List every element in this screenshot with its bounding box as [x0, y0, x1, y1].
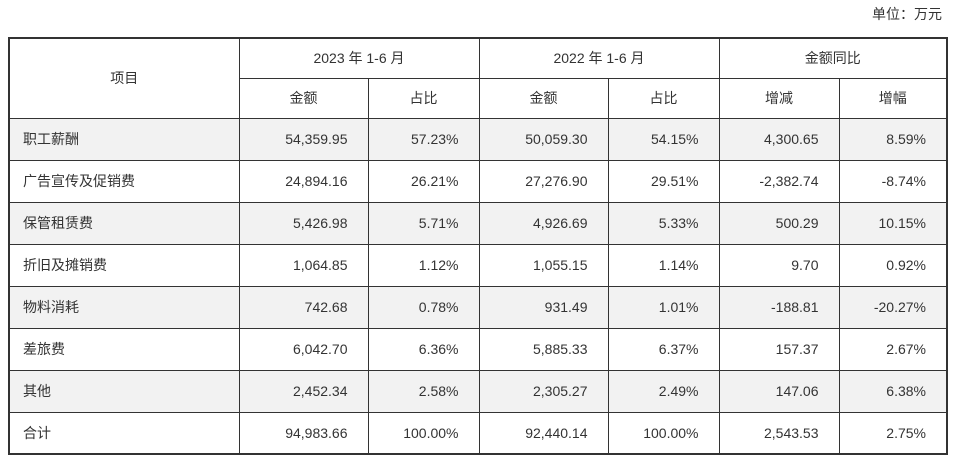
- amount-2022-cell: 4,926.69: [478, 201, 609, 245]
- unit-label: 单位：万元: [872, 6, 942, 22]
- change-cell: 4,300.65: [718, 117, 840, 161]
- item-cell: 折旧及摊销费: [8, 243, 240, 287]
- header-ratio-2023: 占比: [367, 77, 480, 119]
- amount-2023-cell: 742.68: [238, 285, 369, 329]
- ratio-2022-cell: 1.14%: [607, 243, 720, 287]
- ratio-2022-cell: 6.37%: [607, 327, 720, 371]
- change-cell: 147.06: [718, 369, 840, 413]
- header-group-2022: 2022 年 1-6 月: [478, 37, 720, 79]
- ratio-2022-cell: 29.51%: [607, 159, 720, 203]
- header-group-2023: 2023 年 1-6 月: [238, 37, 480, 79]
- amount-2023-cell: 6,042.70: [238, 327, 369, 371]
- change-cell: -188.81: [718, 285, 840, 329]
- rate-cell: 2.67%: [838, 327, 948, 371]
- change-cell: 2,543.53: [718, 411, 840, 455]
- amount-2023-cell: 1,064.85: [238, 243, 369, 287]
- amount-2023-cell: 5,426.98: [238, 201, 369, 245]
- ratio-2023-cell: 6.36%: [367, 327, 480, 371]
- table-row: 差旅费 6,042.70 6.36% 5,885.33 6.37% 157.37…: [8, 327, 948, 371]
- ratio-2023-cell: 1.12%: [367, 243, 480, 287]
- table-row: 保管租赁费 5,426.98 5.71% 4,926.69 5.33% 500.…: [8, 201, 948, 245]
- amount-2023-cell: 54,359.95: [238, 117, 369, 161]
- amount-2022-cell: 2,305.27: [478, 369, 609, 413]
- rate-cell: 6.38%: [838, 369, 948, 413]
- item-cell: 物料消耗: [8, 285, 240, 329]
- header-change: 增减: [718, 77, 840, 119]
- ratio-2022-cell: 2.49%: [607, 369, 720, 413]
- header-sub-row: 金额 占比 金额 占比 增减 增幅: [9, 77, 948, 119]
- rate-cell: -8.74%: [838, 159, 948, 203]
- item-cell: 职工薪酬: [8, 117, 240, 161]
- amount-2022-cell: 931.49: [478, 285, 609, 329]
- amount-2022-cell: 1,055.15: [478, 243, 609, 287]
- item-cell: 合计: [8, 411, 240, 455]
- rate-cell: 0.92%: [838, 243, 948, 287]
- amount-2022-cell: 50,059.30: [478, 117, 609, 161]
- ratio-2023-cell: 57.23%: [367, 117, 480, 161]
- table-row: 物料消耗 742.68 0.78% 931.49 1.01% -188.81 -…: [8, 285, 948, 329]
- rate-cell: 8.59%: [838, 117, 948, 161]
- amount-2022-cell: 92,440.14: [478, 411, 609, 455]
- item-cell: 保管租赁费: [8, 201, 240, 245]
- ratio-2022-cell: 1.01%: [607, 285, 720, 329]
- change-cell: 500.29: [718, 201, 840, 245]
- amount-2022-cell: 5,885.33: [478, 327, 609, 371]
- rate-cell: 10.15%: [838, 201, 948, 245]
- ratio-2022-cell: 54.15%: [607, 117, 720, 161]
- header-group-yoy: 金额同比: [718, 37, 948, 79]
- table-row: 折旧及摊销费 1,064.85 1.12% 1,055.15 1.14% 9.7…: [8, 243, 948, 287]
- change-cell: -2,382.74: [718, 159, 840, 203]
- ratio-2023-cell: 2.58%: [367, 369, 480, 413]
- table-row: 职工薪酬 54,359.95 57.23% 50,059.30 54.15% 4…: [8, 117, 948, 161]
- header-ratio-2022: 占比: [607, 77, 720, 119]
- amount-2023-cell: 2,452.34: [238, 369, 369, 413]
- ratio-2023-cell: 5.71%: [367, 201, 480, 245]
- change-cell: 9.70: [718, 243, 840, 287]
- header-amount-2022: 金额: [478, 77, 609, 119]
- change-cell: 157.37: [718, 327, 840, 371]
- expense-breakdown-table: 项目 2023 年 1-6 月 2022 年 1-6 月 金额同比 金额 占比 …: [8, 37, 948, 455]
- rate-cell: -20.27%: [838, 285, 948, 329]
- amount-2023-cell: 94,983.66: [238, 411, 369, 455]
- table-row-total: 合计 94,983.66 100.00% 92,440.14 100.00% 2…: [8, 411, 948, 455]
- ratio-2023-cell: 100.00%: [367, 411, 480, 455]
- item-cell: 广告宣传及促销费: [8, 159, 240, 203]
- table-row: 其他 2,452.34 2.58% 2,305.27 2.49% 147.06 …: [8, 369, 948, 413]
- table-row: 广告宣传及促销费 24,894.16 26.21% 27,276.90 29.5…: [8, 159, 948, 203]
- item-cell: 差旅费: [8, 327, 240, 371]
- amount-2023-cell: 24,894.16: [238, 159, 369, 203]
- ratio-2022-cell: 100.00%: [607, 411, 720, 455]
- header-item: 项目: [8, 37, 240, 119]
- header-group-row: 项目 2023 年 1-6 月 2022 年 1-6 月 金额同比: [8, 37, 948, 119]
- amount-2022-cell: 27,276.90: [478, 159, 609, 203]
- ratio-2023-cell: 0.78%: [367, 285, 480, 329]
- header-amount-2023: 金额: [238, 77, 369, 119]
- rate-cell: 2.75%: [838, 411, 948, 455]
- ratio-2022-cell: 5.33%: [607, 201, 720, 245]
- header-rate: 增幅: [838, 77, 948, 119]
- item-cell: 其他: [8, 369, 240, 413]
- ratio-2023-cell: 26.21%: [367, 159, 480, 203]
